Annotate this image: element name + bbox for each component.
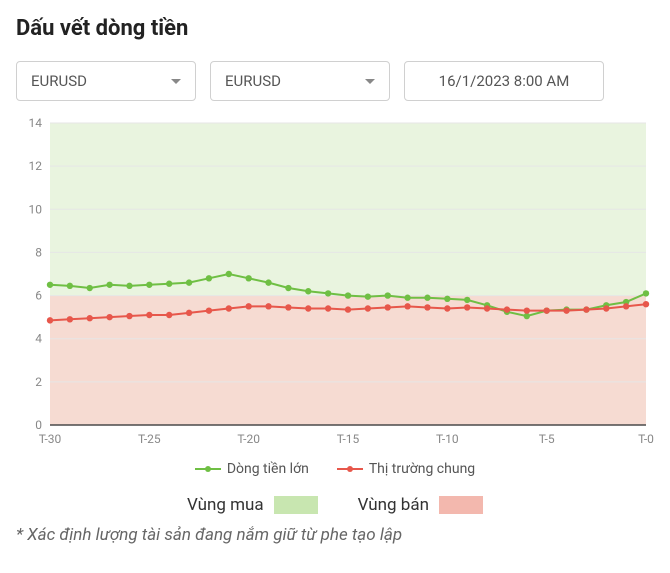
legend-label: Dòng tiền lớn <box>227 461 309 477</box>
svg-text:T-30: T-30 <box>39 432 62 446</box>
zone-legend: Vùng mua Vùng bán <box>16 495 654 515</box>
zone-label: Vùng mua <box>187 495 264 515</box>
legend-zone-buy: Vùng mua <box>187 495 318 515</box>
symbol-dropdown-2-value: EURUSD <box>225 72 281 90</box>
svg-text:T-10: T-10 <box>436 432 459 446</box>
legend-label: Thị trường chung <box>369 461 475 477</box>
legend-zone-sell: Vùng bán <box>358 495 483 515</box>
svg-text:T-20: T-20 <box>237 432 260 446</box>
legend-line-icon <box>337 463 363 475</box>
svg-text:2: 2 <box>35 375 42 389</box>
svg-text:T-25: T-25 <box>138 432 161 446</box>
legend-line-icon <box>195 463 221 475</box>
symbol-dropdown-1-value: EURUSD <box>31 72 87 90</box>
zone-label: Vùng bán <box>358 495 429 515</box>
symbol-dropdown-2[interactable]: EURUSD <box>210 61 390 101</box>
footnote: * Xác định lượng tài sản đang nắm giữ từ… <box>16 525 654 545</box>
zone-swatch-icon <box>274 496 318 514</box>
legend-item-big-money: Dòng tiền lớn <box>195 461 309 477</box>
datetime-field[interactable]: 16/1/2023 8:00 AM <box>404 61 604 101</box>
money-flow-chart: 0 2 4 6 8 10 12 14 T-30 T-25 T-20 T-15 T-10 T-5 T-0 <box>16 113 654 453</box>
svg-text:6: 6 <box>35 289 42 303</box>
datetime-value: 16/1/2023 8:00 AM <box>439 72 570 90</box>
series-legend: Dòng tiền lớn Thị trường chung <box>16 461 654 477</box>
chevron-down-icon <box>365 79 375 84</box>
svg-text:10: 10 <box>29 202 43 216</box>
svg-text:T-5: T-5 <box>539 432 555 446</box>
controls-row: EURUSD EURUSD 16/1/2023 8:00 AM <box>16 61 654 101</box>
svg-text:8: 8 <box>35 245 42 259</box>
svg-text:T-15: T-15 <box>337 432 360 446</box>
svg-text:4: 4 <box>35 332 42 346</box>
svg-text:14: 14 <box>29 116 43 130</box>
symbol-dropdown-1[interactable]: EURUSD <box>16 61 196 101</box>
chevron-down-icon <box>171 79 181 84</box>
zone-swatch-icon <box>439 496 483 514</box>
svg-text:12: 12 <box>29 159 43 173</box>
page-title: Dấu vết dòng tiền <box>16 16 654 41</box>
legend-item-market: Thị trường chung <box>337 461 475 477</box>
svg-text:0: 0 <box>35 418 42 432</box>
svg-text:T-0: T-0 <box>638 432 654 446</box>
